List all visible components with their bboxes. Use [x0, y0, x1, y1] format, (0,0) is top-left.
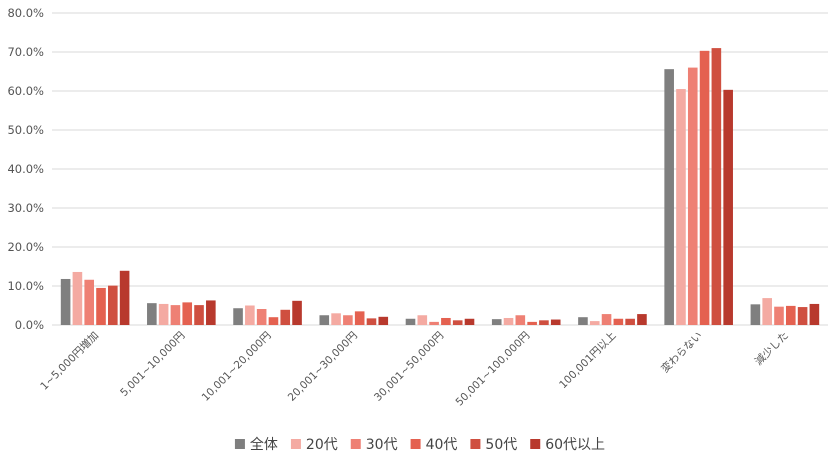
- bar-5-2: [194, 305, 204, 325]
- bar-2-6: [503, 317, 514, 325]
- legend-label: 50代: [485, 437, 517, 453]
- bar-5-7: [625, 318, 635, 325]
- bar-5-6: [539, 320, 549, 325]
- bar-6-6: [550, 319, 561, 325]
- bar-3-8: [687, 67, 698, 325]
- bar-4-1: [96, 287, 106, 325]
- bar-5-9: [797, 307, 808, 325]
- bar-5-4: [366, 318, 377, 325]
- y-tick-label: 10.0%: [7, 279, 44, 293]
- bar-2-8: [676, 89, 686, 325]
- x-category-label: 10,001~20,000円: [200, 330, 274, 404]
- bar-2-2: [158, 303, 169, 325]
- bar-4-5: [441, 317, 451, 325]
- y-tick-label: 80.0%: [7, 6, 44, 20]
- x-category-label: 1~5,000円増加: [38, 329, 102, 393]
- legend-item: 60代以上: [530, 437, 605, 453]
- y-tick-label: 60.0%: [7, 84, 44, 98]
- bar-6-3: [292, 300, 302, 325]
- x-category-label: 100,001円以上: [557, 330, 618, 391]
- bar-6-9: [809, 303, 820, 325]
- bar-3-9: [774, 306, 784, 325]
- y-tick-label: 50.0%: [7, 123, 44, 137]
- y-tick-label: 0.0%: [15, 318, 44, 332]
- bar-2-9: [762, 298, 772, 325]
- bar-4-9: [785, 305, 796, 325]
- legend-item: 30代: [350, 437, 398, 453]
- y-tick-label: 30.0%: [7, 201, 44, 215]
- legend-swatch: [530, 439, 541, 449]
- bar-3-2: [170, 305, 181, 325]
- bar-6-1: [119, 270, 130, 325]
- legend-label: 30代: [366, 437, 398, 453]
- bar-5-8: [711, 48, 722, 325]
- legend-label: 20代: [306, 437, 338, 453]
- bar-1-7: [578, 317, 588, 325]
- bar-6-2: [206, 300, 216, 325]
- bar-6-4: [378, 316, 389, 325]
- bar-6-5: [464, 318, 475, 325]
- bar-5-5: [452, 320, 463, 325]
- legend-label: 60代以上: [545, 437, 605, 453]
- x-axis-category-labels: 1~5,000円増加 5,001~10,000円 10,001~20,000円 20,…: [38, 329, 791, 409]
- y-tick-label: 70.0%: [7, 45, 44, 59]
- bar-3-1: [84, 279, 95, 325]
- bar-2-3: [245, 305, 255, 325]
- bar-4-7: [613, 318, 624, 325]
- legend-swatch: [234, 439, 245, 449]
- x-category-label: 5,001~10,000円: [118, 330, 187, 399]
- legend-label: 40代: [426, 437, 458, 453]
- bar-2-4: [331, 313, 341, 325]
- bar-5-1: [108, 285, 118, 325]
- legend-item: 20代: [290, 437, 338, 453]
- bar-4-8: [699, 50, 710, 325]
- bar-1-2: [147, 303, 157, 325]
- x-category-label: 変わらない: [658, 329, 704, 375]
- bar-4-6: [527, 321, 537, 325]
- legend-item: 40代: [410, 437, 458, 453]
- bar-4-3: [268, 317, 279, 325]
- bar-2-7: [589, 321, 600, 325]
- bar-1-1: [60, 278, 71, 325]
- bar-3-6: [515, 315, 526, 325]
- y-tick-label: 40.0%: [7, 162, 44, 176]
- legend-item: 全体: [234, 436, 278, 453]
- bar-1-8: [664, 69, 674, 325]
- legend-item: 50代: [470, 437, 517, 453]
- x-category-label: 20,001~30,000円: [286, 330, 360, 404]
- bar-3-5: [429, 321, 439, 325]
- bar-3-4: [343, 315, 353, 325]
- y-axis-tick-labels: 0.0% 10.0% 20.0% 30.0% 40.0% 50.0% 60.0% 70.0% 8…: [7, 6, 44, 332]
- bar-4-4: [354, 311, 365, 325]
- bar-1-9: [750, 304, 761, 325]
- bar-6-8: [723, 89, 733, 325]
- bar-1-4: [319, 315, 330, 325]
- bar-1-3: [233, 308, 243, 325]
- bar-1-5: [405, 318, 416, 325]
- bar-1-6: [491, 319, 502, 325]
- legend-label: 全体: [250, 436, 278, 453]
- bar-3-7: [601, 314, 612, 325]
- x-category-label: 30,001~50,000円: [372, 330, 446, 404]
- x-category-label: 50,001~100,000円: [454, 330, 533, 409]
- y-tick-label: 20.0%: [7, 240, 44, 254]
- bar-6-7: [637, 314, 647, 325]
- bar-2-5: [417, 315, 428, 325]
- bar-4-2: [182, 302, 193, 325]
- bar-2-1: [72, 271, 83, 325]
- legend: 全体 20代 30代 40代 50代 60代以上: [234, 436, 605, 453]
- legend-swatch: [410, 439, 421, 449]
- legend-swatch: [350, 439, 361, 449]
- bars: [60, 48, 820, 325]
- bar-5-3: [280, 309, 291, 325]
- legend-swatch: [290, 439, 301, 449]
- x-category-label: 減少した: [752, 329, 791, 368]
- legend-swatch: [470, 439, 481, 449]
- bar-3-3: [256, 309, 267, 325]
- gridlines: [52, 12, 828, 326]
